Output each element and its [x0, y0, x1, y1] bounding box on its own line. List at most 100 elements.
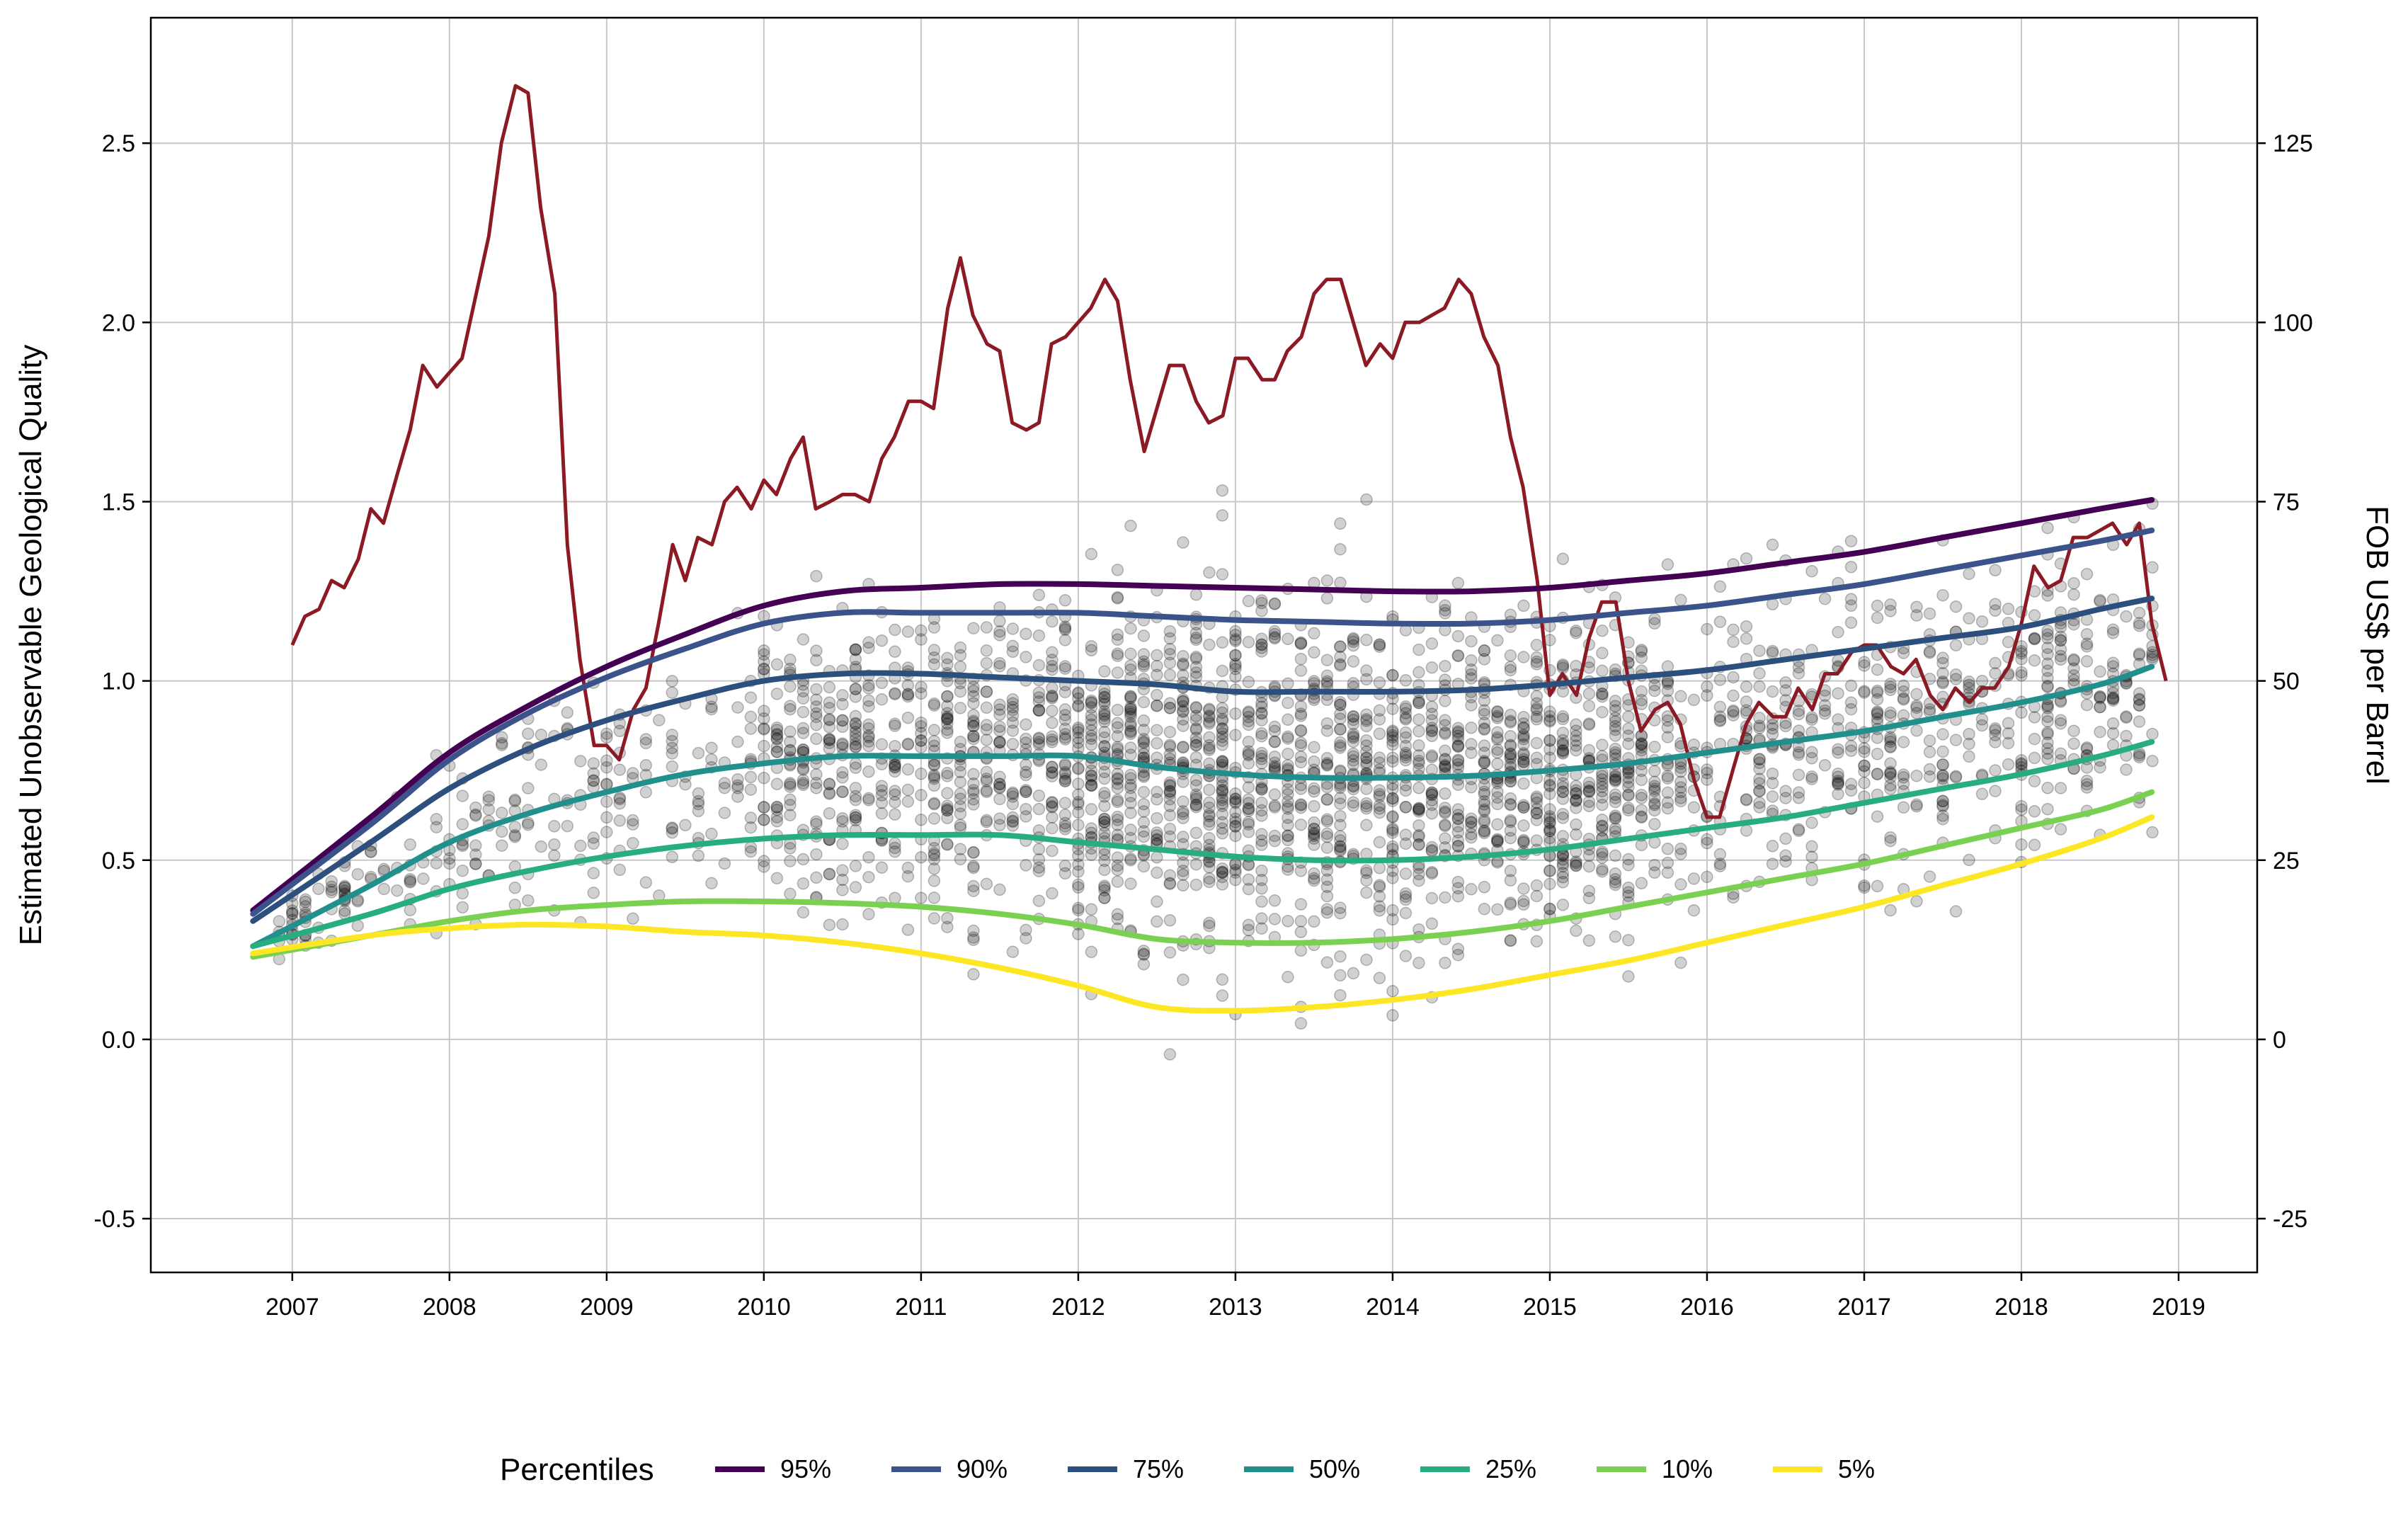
- scatter-point: [758, 855, 770, 867]
- scatter-point: [1504, 748, 1517, 761]
- scatter-point: [954, 758, 967, 772]
- scatter-point: [770, 729, 784, 741]
- scatter-point: [1648, 775, 1661, 788]
- scatter-point: [1347, 717, 1360, 731]
- scatter-point: [784, 855, 797, 867]
- scatter-point: [1177, 879, 1189, 892]
- scatter-point: [1517, 835, 1530, 848]
- scatter-point: [1661, 660, 1674, 673]
- scatter-point: [2041, 700, 2054, 713]
- scatter-point: [1360, 782, 1373, 795]
- scatter-point: [1059, 766, 1072, 779]
- scatter-point: [1451, 740, 1465, 753]
- scatter-point: [1320, 813, 1334, 826]
- scatter-point: [1334, 640, 1347, 653]
- scatter-point: [2028, 609, 2041, 622]
- scatter-point: [1556, 807, 1570, 821]
- scatter-point: [1556, 811, 1570, 824]
- scatter-point: [1871, 768, 1884, 781]
- scatter-point: [849, 643, 862, 656]
- scatter-point: [1491, 634, 1504, 647]
- scatter-point: [613, 724, 627, 738]
- scatter-point: [1753, 722, 1766, 734]
- scatter-point: [1320, 793, 1334, 806]
- scatter-point: [705, 877, 718, 890]
- scatter-point: [1111, 703, 1124, 717]
- scatter-point: [1858, 879, 1871, 892]
- scatter-point: [2094, 690, 2106, 704]
- scatter-point: [1137, 769, 1151, 782]
- scatter-point: [1465, 828, 1478, 840]
- scatter-point: [2041, 747, 2054, 760]
- scatter-point: [1111, 859, 1124, 872]
- scatter-point: [901, 870, 915, 883]
- scatter-point: [784, 702, 797, 716]
- scatter-point: [901, 711, 915, 724]
- scatter-point: [941, 911, 954, 925]
- scatter-point: [1465, 812, 1478, 826]
- scatter-point: [1151, 688, 1163, 702]
- scatter-point: [1255, 632, 1268, 646]
- scatter-point: [1530, 651, 1543, 664]
- scatter-point: [574, 755, 587, 768]
- scatter-point: [1451, 812, 1465, 825]
- scatter-point: [1451, 840, 1465, 853]
- y-tick-label: 0.5: [102, 848, 135, 874]
- scatter-point: [941, 690, 954, 703]
- scatter-point: [1255, 922, 1268, 935]
- scatter-point: [993, 780, 1006, 794]
- scatter-point: [2080, 698, 2094, 712]
- scatter-point: [1111, 591, 1124, 604]
- scatter-point: [522, 894, 535, 907]
- scatter-point: [1282, 915, 1294, 928]
- scatter-point: [1373, 638, 1386, 651]
- scatter-point: [1111, 814, 1124, 826]
- scatter-point: [1596, 851, 1609, 864]
- scatter-point: [889, 788, 901, 802]
- scatter-point: [1032, 790, 1046, 802]
- scatter-point: [2133, 693, 2146, 705]
- scatter-point: [1413, 754, 1425, 768]
- scatter-point: [797, 705, 810, 719]
- scatter-point: [1701, 763, 1713, 776]
- scatter-point: [1622, 970, 1635, 983]
- scatter-point: [1163, 726, 1177, 739]
- scatter-point: [1203, 704, 1216, 717]
- scatter-point: [600, 826, 613, 838]
- scatter-point: [1203, 838, 1216, 852]
- scatter-point: [941, 787, 954, 800]
- scatter-point: [1032, 865, 1046, 877]
- scatter-point: [1151, 793, 1163, 806]
- scatter-point: [1163, 648, 1177, 661]
- scatter-point: [1163, 1048, 1177, 1061]
- scatter-point: [1425, 865, 1439, 879]
- scatter-point: [1046, 615, 1059, 628]
- scatter-point: [1727, 689, 1740, 702]
- scatter-point: [744, 722, 758, 735]
- scatter-point: [1189, 788, 1203, 801]
- scatter-point: [836, 697, 849, 711]
- scatter-point: [1884, 605, 1897, 617]
- scatter-point: [1124, 692, 1137, 705]
- scatter-point: [1163, 697, 1177, 710]
- scatter-point: [312, 882, 325, 896]
- scatter-point: [823, 733, 836, 746]
- scatter-point: [1189, 826, 1203, 840]
- scatter-point: [1282, 732, 1294, 745]
- scatter-point: [1543, 810, 1556, 823]
- scatter-point: [1216, 783, 1229, 797]
- scatter-point: [1085, 826, 1098, 840]
- scatter-point: [1596, 773, 1609, 786]
- scatter-point: [1556, 830, 1570, 843]
- scatter-point: [1268, 724, 1282, 738]
- scatter-point: [1871, 663, 1884, 676]
- scatter-point: [718, 857, 731, 870]
- scatter-point: [770, 724, 784, 736]
- scatter-point: [993, 812, 1006, 825]
- scatter-point: [915, 789, 928, 802]
- scatter-point: [1465, 699, 1478, 712]
- scatter-point: [1282, 819, 1294, 832]
- scatter-point: [1713, 714, 1727, 726]
- scatter-point: [1609, 663, 1622, 676]
- scatter-point: [1320, 827, 1334, 840]
